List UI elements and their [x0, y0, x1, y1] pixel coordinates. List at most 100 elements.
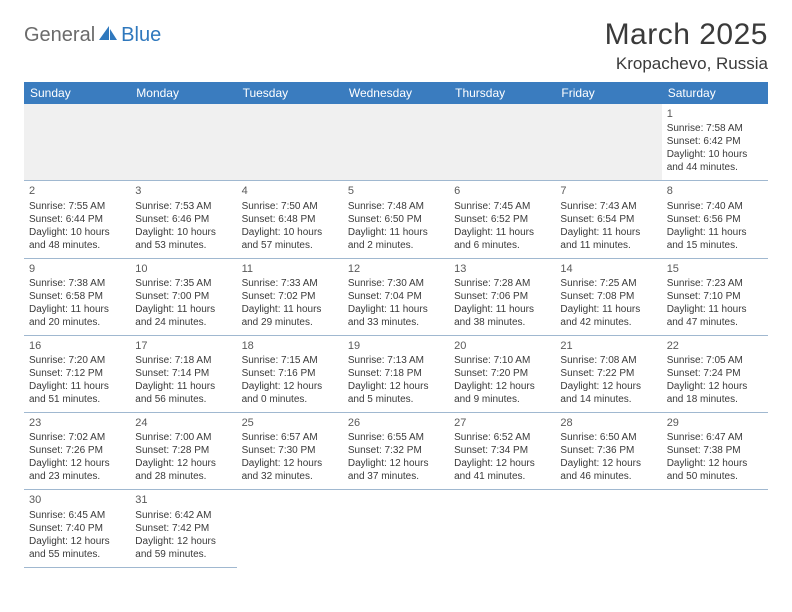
empty-cell — [449, 490, 555, 567]
sunrise-line: Sunrise: 7:00 AM — [135, 431, 231, 444]
day-cell: 23Sunrise: 7:02 AMSunset: 7:26 PMDayligh… — [24, 413, 130, 490]
daylight-line: Daylight: 11 hours and 29 minutes. — [242, 303, 338, 329]
sunrise-line: Sunrise: 7:30 AM — [348, 277, 444, 290]
sunset-line: Sunset: 7:08 PM — [560, 290, 656, 303]
title-block: March 2025 Kropachevo, Russia — [605, 18, 768, 74]
day-cell: 2Sunrise: 7:55 AMSunset: 6:44 PMDaylight… — [24, 181, 130, 258]
day-number: 15 — [667, 262, 763, 276]
sunrise-line: Sunrise: 7:38 AM — [29, 277, 125, 290]
day-cell: 26Sunrise: 6:55 AMSunset: 7:32 PMDayligh… — [343, 413, 449, 490]
sunrise-line: Sunrise: 7:25 AM — [560, 277, 656, 290]
day-cell: 15Sunrise: 7:23 AMSunset: 7:10 PMDayligh… — [662, 258, 768, 335]
daylight-line: Daylight: 11 hours and 33 minutes. — [348, 303, 444, 329]
day-number: 21 — [560, 339, 656, 353]
day-cell: 16Sunrise: 7:20 AMSunset: 7:12 PMDayligh… — [24, 335, 130, 412]
sunrise-line: Sunrise: 6:52 AM — [454, 431, 550, 444]
day-cell: 8Sunrise: 7:40 AMSunset: 6:56 PMDaylight… — [662, 181, 768, 258]
sunset-line: Sunset: 7:20 PM — [454, 367, 550, 380]
daylight-line: Daylight: 11 hours and 42 minutes. — [560, 303, 656, 329]
daylight-line: Daylight: 12 hours and 0 minutes. — [242, 380, 338, 406]
day-number: 6 — [454, 184, 550, 198]
day-number: 20 — [454, 339, 550, 353]
day-cell: 28Sunrise: 6:50 AMSunset: 7:36 PMDayligh… — [555, 413, 661, 490]
sunset-line: Sunset: 7:22 PM — [560, 367, 656, 380]
daylight-line: Daylight: 11 hours and 6 minutes. — [454, 226, 550, 252]
daylight-line: Daylight: 12 hours and 32 minutes. — [242, 457, 338, 483]
daylight-line: Daylight: 12 hours and 41 minutes. — [454, 457, 550, 483]
daylight-line: Daylight: 12 hours and 59 minutes. — [135, 535, 231, 561]
daylight-line: Daylight: 12 hours and 18 minutes. — [667, 380, 763, 406]
day-cell: 1Sunrise: 7:58 AMSunset: 6:42 PMDaylight… — [662, 104, 768, 181]
sunset-line: Sunset: 6:48 PM — [242, 213, 338, 226]
day-cell: 27Sunrise: 6:52 AMSunset: 7:34 PMDayligh… — [449, 413, 555, 490]
logo-text-general: General — [24, 24, 95, 47]
day-number: 29 — [667, 416, 763, 430]
daylight-line: Daylight: 11 hours and 15 minutes. — [667, 226, 763, 252]
sunset-line: Sunset: 6:54 PM — [560, 213, 656, 226]
day-cell: 6Sunrise: 7:45 AMSunset: 6:52 PMDaylight… — [449, 181, 555, 258]
sunrise-line: Sunrise: 7:53 AM — [135, 200, 231, 213]
sunset-line: Sunset: 6:46 PM — [135, 213, 231, 226]
header: General Blue March 2025 Kropachevo, Russ… — [24, 18, 768, 74]
day-number: 26 — [348, 416, 444, 430]
day-cell: 3Sunrise: 7:53 AMSunset: 6:46 PMDaylight… — [130, 181, 236, 258]
empty-cell — [555, 490, 661, 567]
day-number: 27 — [454, 416, 550, 430]
sunrise-line: Sunrise: 7:45 AM — [454, 200, 550, 213]
day-number: 12 — [348, 262, 444, 276]
day-number: 16 — [29, 339, 125, 353]
sunrise-line: Sunrise: 6:42 AM — [135, 509, 231, 522]
logo-text-blue: Blue — [121, 24, 161, 47]
day-cell: 20Sunrise: 7:10 AMSunset: 7:20 PMDayligh… — [449, 335, 555, 412]
calendar-row: 1Sunrise: 7:58 AMSunset: 6:42 PMDaylight… — [24, 104, 768, 181]
sunrise-line: Sunrise: 7:50 AM — [242, 200, 338, 213]
empty-cell — [237, 490, 343, 567]
day-number: 13 — [454, 262, 550, 276]
sunset-line: Sunset: 7:42 PM — [135, 522, 231, 535]
daylight-line: Daylight: 12 hours and 50 minutes. — [667, 457, 763, 483]
weekday-header: Sunday — [24, 82, 130, 104]
sunset-line: Sunset: 7:00 PM — [135, 290, 231, 303]
sunset-line: Sunset: 7:04 PM — [348, 290, 444, 303]
sunset-line: Sunset: 7:34 PM — [454, 444, 550, 457]
sunset-line: Sunset: 6:44 PM — [29, 213, 125, 226]
day-number: 10 — [135, 262, 231, 276]
daylight-line: Daylight: 10 hours and 53 minutes. — [135, 226, 231, 252]
daylight-line: Daylight: 12 hours and 5 minutes. — [348, 380, 444, 406]
empty-cell — [343, 104, 449, 181]
sunrise-line: Sunrise: 7:15 AM — [242, 354, 338, 367]
sunrise-line: Sunrise: 6:57 AM — [242, 431, 338, 444]
weekday-header-row: SundayMondayTuesdayWednesdayThursdayFrid… — [24, 82, 768, 104]
day-number: 4 — [242, 184, 338, 198]
sunset-line: Sunset: 7:10 PM — [667, 290, 763, 303]
day-cell: 22Sunrise: 7:05 AMSunset: 7:24 PMDayligh… — [662, 335, 768, 412]
sunrise-line: Sunrise: 7:58 AM — [667, 122, 763, 135]
empty-cell — [130, 104, 236, 181]
weekday-header: Saturday — [662, 82, 768, 104]
day-cell: 19Sunrise: 7:13 AMSunset: 7:18 PMDayligh… — [343, 335, 449, 412]
day-cell: 25Sunrise: 6:57 AMSunset: 7:30 PMDayligh… — [237, 413, 343, 490]
day-cell: 4Sunrise: 7:50 AMSunset: 6:48 PMDaylight… — [237, 181, 343, 258]
calendar-row: 30Sunrise: 6:45 AMSunset: 7:40 PMDayligh… — [24, 490, 768, 567]
daylight-line: Daylight: 10 hours and 44 minutes. — [667, 148, 763, 174]
sunrise-line: Sunrise: 7:10 AM — [454, 354, 550, 367]
sunrise-line: Sunrise: 7:40 AM — [667, 200, 763, 213]
daylight-line: Daylight: 11 hours and 2 minutes. — [348, 226, 444, 252]
day-cell: 17Sunrise: 7:18 AMSunset: 7:14 PMDayligh… — [130, 335, 236, 412]
day-number: 17 — [135, 339, 231, 353]
day-number: 11 — [242, 262, 338, 276]
sunset-line: Sunset: 7:18 PM — [348, 367, 444, 380]
sunrise-line: Sunrise: 6:47 AM — [667, 431, 763, 444]
sunset-line: Sunset: 7:16 PM — [242, 367, 338, 380]
day-cell: 7Sunrise: 7:43 AMSunset: 6:54 PMDaylight… — [555, 181, 661, 258]
empty-cell — [662, 490, 768, 567]
daylight-line: Daylight: 11 hours and 56 minutes. — [135, 380, 231, 406]
day-number: 24 — [135, 416, 231, 430]
daylight-line: Daylight: 12 hours and 23 minutes. — [29, 457, 125, 483]
day-number: 31 — [135, 493, 231, 507]
weekday-header: Friday — [555, 82, 661, 104]
sunrise-line: Sunrise: 7:33 AM — [242, 277, 338, 290]
daylight-line: Daylight: 11 hours and 20 minutes. — [29, 303, 125, 329]
day-number: 22 — [667, 339, 763, 353]
day-number: 7 — [560, 184, 656, 198]
